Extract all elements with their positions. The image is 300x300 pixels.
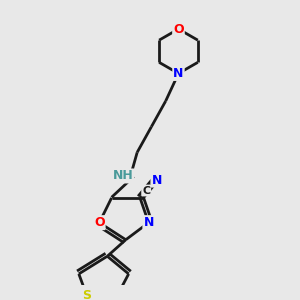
Text: O: O [94,216,105,229]
Text: N: N [152,174,162,187]
Text: C: C [142,185,150,196]
Text: O: O [173,22,184,35]
Text: NH: NH [112,169,133,182]
Text: N: N [173,67,184,80]
Text: S: S [82,289,91,300]
Text: N: N [143,216,154,229]
